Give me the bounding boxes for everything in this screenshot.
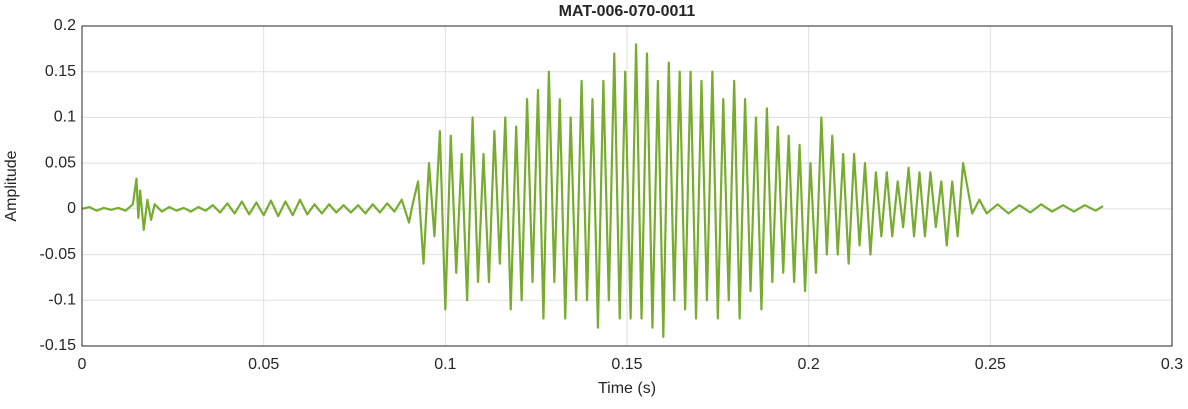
x-tick-label: 0.25 (975, 356, 1006, 373)
waveform-line (81, 43, 1104, 338)
y-tick-label: -0.15 (40, 337, 77, 354)
y-tick-label: 0.1 (54, 109, 76, 126)
y-tick-label: 0 (67, 200, 76, 217)
y-tick-label: 0.15 (45, 63, 76, 80)
y-tick-label: 0.2 (54, 17, 76, 34)
y-tick-label: -0.05 (40, 246, 77, 263)
x-tick-label: 0.3 (1161, 356, 1183, 373)
x-axis-label: Time (s) (598, 380, 656, 397)
x-tick-label: 0.15 (611, 356, 642, 373)
axes-box (81, 25, 1173, 347)
x-tick-label: 0.1 (434, 356, 456, 373)
x-tick-label: 0 (78, 356, 87, 373)
chart-title: MAT-006-070-0011 (559, 3, 696, 20)
y-tick-label: -0.1 (48, 292, 76, 309)
x-tick-label: 0.2 (798, 356, 820, 373)
y-axis-label: Amplitude (3, 150, 20, 221)
x-tick-label: 0.05 (248, 356, 279, 373)
y-tick-label: 0.05 (45, 154, 76, 171)
